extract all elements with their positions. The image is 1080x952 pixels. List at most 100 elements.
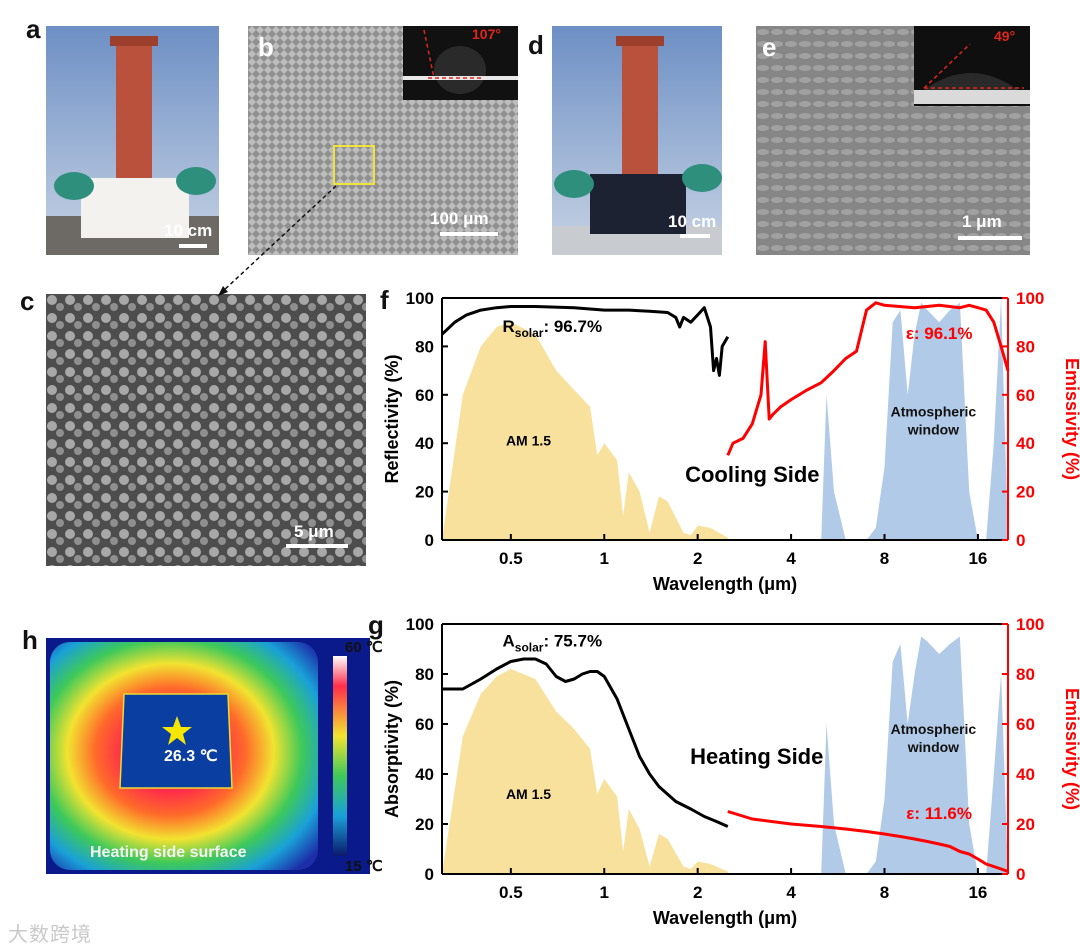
panel-b-sem: 107° 100 μm [248,26,518,255]
emissivity-value-label: ε: 96.1% [906,324,973,343]
y-tick-label-left: 0 [425,865,434,884]
x-tick-label: 4 [786,549,796,568]
scale-label-d: 10 cm [668,212,717,231]
panel-label-c: c [20,286,35,316]
panel-label-g: g [368,610,384,640]
sem-texture-b [248,26,518,255]
y-tick-label-right: 100 [1016,615,1044,634]
y-tick-label-right: 40 [1016,765,1035,784]
atmospheric-window-label: Atmospheric [891,721,977,737]
y-tick-label-right: 60 [1016,715,1035,734]
panel-d-photo: 10 cm [552,26,722,255]
x-tick-label: 16 [968,549,987,568]
atmospheric-window-area [821,298,1008,540]
x-axis-label: Wavelength (μm) [653,574,797,594]
panel-a-photo: 10 cm [46,26,219,255]
y-axis-label-right: Emissivity (%) [1062,358,1080,480]
atmospheric-window-label-2: window [907,739,959,755]
scale-bar-e [958,236,1022,240]
atmospheric-window-label: Atmospheric [891,404,977,420]
panel-h-thermal: 26.3 ℃ Heating side surface [46,638,370,874]
am15-spectrum-area [442,322,728,540]
atmospheric-window-label-2: window [907,422,959,438]
watermark: 大数跨境 [8,922,92,946]
contact-angle-e: 49° [994,28,1016,44]
panel-label-a: a [26,14,41,44]
y-tick-label-right: 20 [1016,483,1035,502]
series-line-reflectivity [440,305,730,377]
scale-bar-b [440,232,498,236]
x-tick-label: 2 [693,883,702,902]
emissivity-value-label: ε: 11.6% [906,804,972,823]
y-axis-label-left: Absorptivity (%) [382,680,402,818]
y-axis-label-left: Reflectivity (%) [382,354,402,483]
y-tick-label-left: 100 [406,615,434,634]
y-tick-label-right: 40 [1016,434,1035,453]
panel-label-e: e [762,32,777,62]
x-axis-label: Wavelength (μm) [653,908,797,928]
series-line-emissivity [726,301,1010,456]
x-tick-label: 0.5 [499,883,523,902]
x-tick-label: 1 [600,883,609,902]
x-tick-label: 4 [786,883,796,902]
y-tick-label-right: 20 [1016,815,1035,834]
x-tick-label: 8 [880,883,889,902]
x-tick-label: 1 [600,549,609,568]
am15-label: AM 1.5 [506,786,551,802]
sem-texture-c [46,294,366,566]
sem-texture-e [756,26,1030,255]
panel-label-f: f [380,285,389,315]
atmospheric-window-area [821,636,1008,874]
y-tick-label-left: 60 [415,715,434,734]
colorbar-max-label: 60 ℃ [345,639,383,656]
colorbar-min-label: 15 ℃ [345,858,383,875]
y-tick-label-left: 20 [415,815,434,834]
panel-label-h: h [22,625,38,655]
dark-fabric-photo [552,26,722,255]
y-tick-label-left: 100 [406,289,434,308]
x-tick-label: 0.5 [499,549,523,568]
chart-side-title: Heating Side [690,744,823,769]
chart-g: 0 0 20 20 40 40 60 60 80 80 100 100 0.5 1 2 4 8 16 Wavelen… [382,615,1080,928]
white-fabric-photo [46,26,219,255]
scale-bar-d [680,234,710,238]
x-tick-label: 2 [693,549,702,568]
y-tick-label-left: 60 [415,386,434,405]
panel-label-b: b [258,32,274,62]
scale-bar-a [179,244,207,248]
scale-label-b: 100 μm [430,209,489,228]
thermal-caption: Heating side surface [90,844,247,861]
contact-angle-b: 107° [472,26,501,42]
chart-f: 0 0 20 20 40 40 60 60 80 80 100 100 0.5 1 2 4 8 16 Wavelen… [382,289,1080,594]
y-tick-label-left: 80 [415,337,434,356]
y-tick-label-right: 80 [1016,337,1035,356]
solar-value-label: Asolar: 75.7% [503,632,603,655]
scale-label-e: 1 μm [962,212,1002,231]
y-axis-label-right: Emissivity (%) [1062,688,1080,810]
y-tick-label-left: 80 [415,665,434,684]
y-tick-label-left: 40 [415,765,434,784]
y-tick-label-right: 0 [1016,865,1025,884]
am15-spectrum-area [442,669,728,874]
thermal-spot-temp: 26.3 ℃ [164,748,218,765]
scale-label-c: 5 μm [294,522,334,541]
solar-value-label: Rsolar: 96.7% [503,317,603,340]
scale-bar-c [286,544,348,548]
am15-label: AM 1.5 [506,433,551,449]
y-tick-label-left: 0 [425,531,434,550]
x-tick-label: 16 [968,883,987,902]
y-tick-label-right: 0 [1016,531,1025,550]
y-tick-label-right: 80 [1016,665,1035,684]
chart-side-title: Cooling Side [685,462,819,487]
x-tick-label: 8 [880,549,889,568]
y-tick-label-right: 60 [1016,386,1035,405]
scale-label-a: 10 cm [164,221,213,240]
y-tick-label-right: 100 [1016,289,1044,308]
thermal-map [50,642,347,870]
y-tick-label-left: 40 [415,434,434,453]
series-line-absorptivity [442,657,729,828]
panel-c-sem: 5 μm [46,294,366,566]
panel-label-d: d [528,30,544,60]
y-tick-label-left: 20 [415,483,434,502]
